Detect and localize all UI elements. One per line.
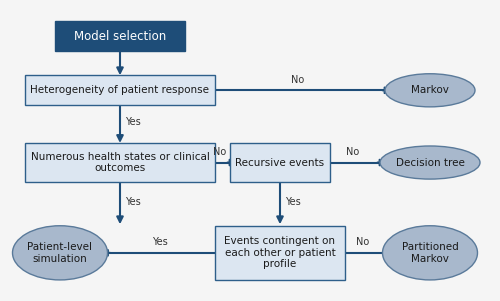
Text: No: No [291,75,304,85]
Ellipse shape [385,74,475,107]
Text: Yes: Yes [284,197,300,207]
Text: No: No [346,147,359,157]
Text: Patient-level
simulation: Patient-level simulation [28,242,92,264]
FancyBboxPatch shape [230,143,330,182]
Text: Heterogeneity of patient response: Heterogeneity of patient response [30,85,210,95]
Text: Yes: Yes [152,237,168,247]
Text: Partitioned
Markov: Partitioned Markov [402,242,458,264]
Text: Yes: Yes [124,117,140,127]
Ellipse shape [380,146,480,179]
Text: Markov: Markov [411,85,449,95]
Text: Events contingent on
each other or patient
profile: Events contingent on each other or patie… [224,236,336,269]
Text: No: No [214,147,226,157]
Text: Numerous health states or clinical
outcomes: Numerous health states or clinical outco… [30,152,210,173]
Text: Model selection: Model selection [74,29,166,43]
Ellipse shape [382,226,478,280]
Text: No: No [356,237,369,247]
FancyBboxPatch shape [25,143,215,182]
FancyBboxPatch shape [215,226,345,280]
Text: Yes: Yes [124,197,140,207]
FancyBboxPatch shape [25,75,215,105]
Text: Decision tree: Decision tree [396,157,464,168]
Ellipse shape [12,226,108,280]
Text: Recursive events: Recursive events [236,157,324,168]
FancyBboxPatch shape [55,21,185,51]
